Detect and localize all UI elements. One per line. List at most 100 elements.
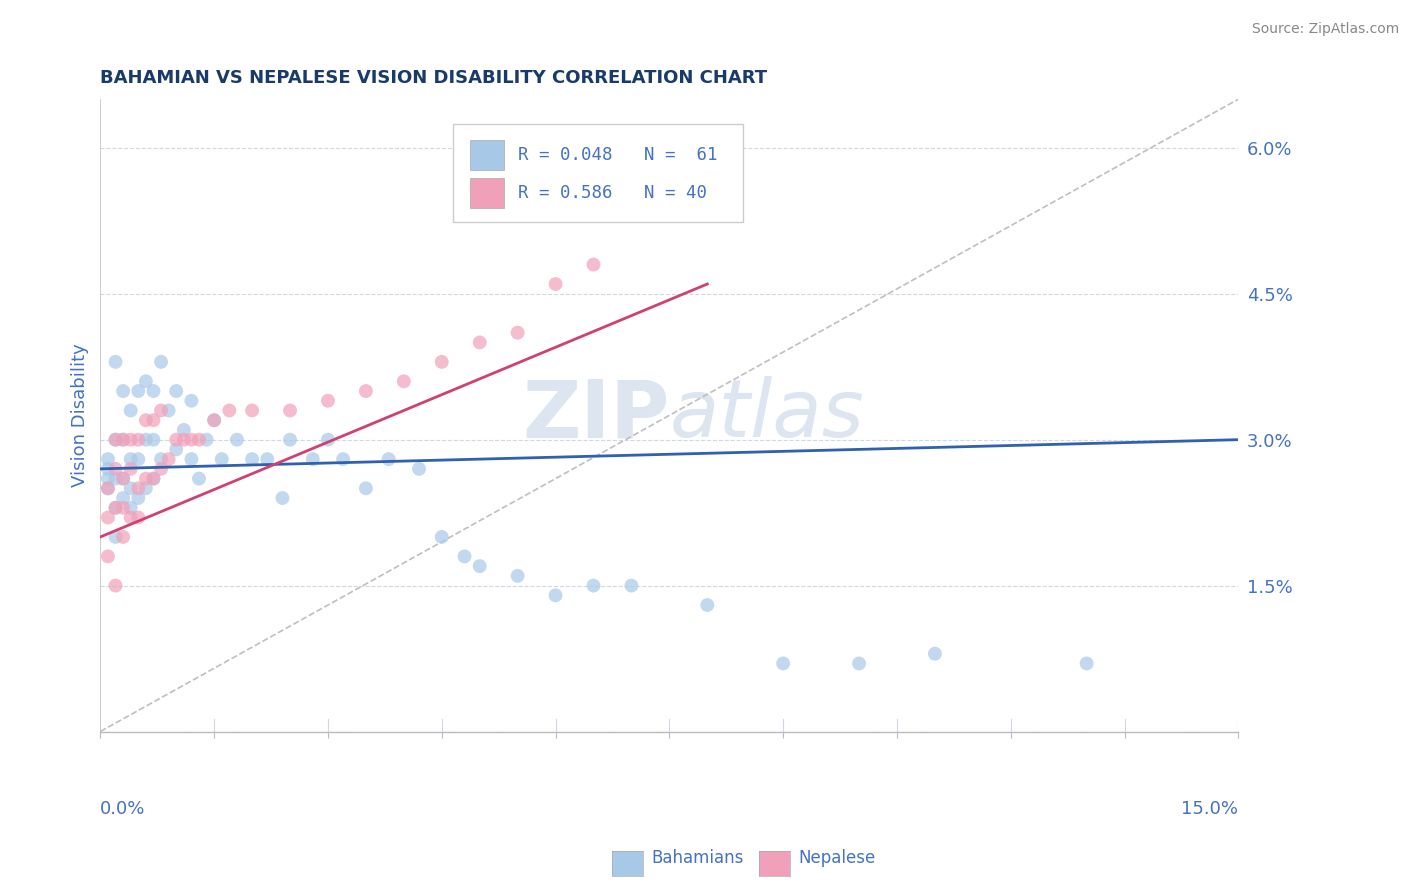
Text: BAHAMIAN VS NEPALESE VISION DISABILITY CORRELATION CHART: BAHAMIAN VS NEPALESE VISION DISABILITY C… <box>100 69 768 87</box>
Point <box>188 472 211 486</box>
Point <box>104 433 127 447</box>
Text: Bahamians: Bahamians <box>651 849 744 867</box>
Point <box>150 452 173 467</box>
Point <box>104 355 127 369</box>
Point <box>135 472 157 486</box>
Point <box>408 462 430 476</box>
Point <box>127 481 149 495</box>
Point <box>157 452 180 467</box>
Point <box>127 491 149 505</box>
Point <box>104 500 127 515</box>
Point <box>120 500 142 515</box>
Point <box>97 481 120 495</box>
Point <box>620 578 643 592</box>
Point <box>278 403 301 417</box>
Point <box>188 433 211 447</box>
Point <box>97 452 120 467</box>
Point <box>142 413 165 427</box>
Point <box>392 374 415 388</box>
Point <box>354 384 377 398</box>
Point <box>135 413 157 427</box>
Point <box>848 657 870 671</box>
Point <box>316 433 339 447</box>
Point <box>104 500 127 515</box>
Text: 15.0%: 15.0% <box>1181 799 1239 818</box>
Point <box>506 569 529 583</box>
Point <box>150 403 173 417</box>
Point <box>180 452 202 467</box>
Point <box>142 472 165 486</box>
Point <box>165 442 187 457</box>
Point <box>173 423 195 437</box>
Point <box>332 452 354 467</box>
Point <box>226 433 249 447</box>
Point <box>924 647 946 661</box>
Point <box>142 472 165 486</box>
Point <box>112 500 135 515</box>
Point <box>120 403 142 417</box>
Y-axis label: Vision Disability: Vision Disability <box>72 343 89 487</box>
Point <box>135 481 157 495</box>
Point <box>157 403 180 417</box>
Point <box>772 657 794 671</box>
Point <box>104 530 127 544</box>
Point <box>120 481 142 495</box>
Point <box>135 433 157 447</box>
Point <box>180 393 202 408</box>
Point <box>240 452 263 467</box>
Point <box>202 413 225 427</box>
Text: Source: ZipAtlas.com: Source: ZipAtlas.com <box>1251 22 1399 37</box>
Point <box>104 433 127 447</box>
Point <box>506 326 529 340</box>
Text: R = 0.586   N = 40: R = 0.586 N = 40 <box>517 184 707 202</box>
Point <box>240 403 263 417</box>
Point <box>112 491 135 505</box>
Point <box>468 335 491 350</box>
Text: ZIP: ZIP <box>522 376 669 454</box>
Point <box>120 510 142 524</box>
Point <box>97 472 120 486</box>
Point <box>173 433 195 447</box>
Point <box>112 433 135 447</box>
Point <box>97 462 120 476</box>
Point <box>97 510 120 524</box>
Point <box>1076 657 1098 671</box>
Point <box>112 433 135 447</box>
Point <box>544 277 567 291</box>
Point <box>202 413 225 427</box>
Text: Nepalese: Nepalese <box>799 849 876 867</box>
Point <box>165 384 187 398</box>
Point <box>430 530 453 544</box>
Point <box>104 462 127 476</box>
Point <box>582 578 605 592</box>
Point <box>142 384 165 398</box>
Point <box>127 510 149 524</box>
Point <box>165 433 187 447</box>
Point <box>544 588 567 602</box>
Point <box>301 452 323 467</box>
Point <box>97 549 120 564</box>
Point <box>195 433 218 447</box>
Point <box>316 393 339 408</box>
Point <box>453 549 475 564</box>
Bar <box>470 178 505 208</box>
Point <box>218 403 240 417</box>
FancyBboxPatch shape <box>453 125 744 222</box>
Point <box>127 452 149 467</box>
Point <box>468 559 491 574</box>
Point <box>104 578 127 592</box>
Point <box>696 598 718 612</box>
Point <box>112 472 135 486</box>
Text: 0.0%: 0.0% <box>100 799 146 818</box>
Point <box>112 530 135 544</box>
Point <box>120 462 142 476</box>
Point <box>150 355 173 369</box>
Point <box>112 384 135 398</box>
Point <box>142 433 165 447</box>
Point <box>430 355 453 369</box>
Point <box>256 452 278 467</box>
Point <box>120 452 142 467</box>
Point <box>127 384 149 398</box>
Point <box>97 481 120 495</box>
Point <box>120 433 142 447</box>
